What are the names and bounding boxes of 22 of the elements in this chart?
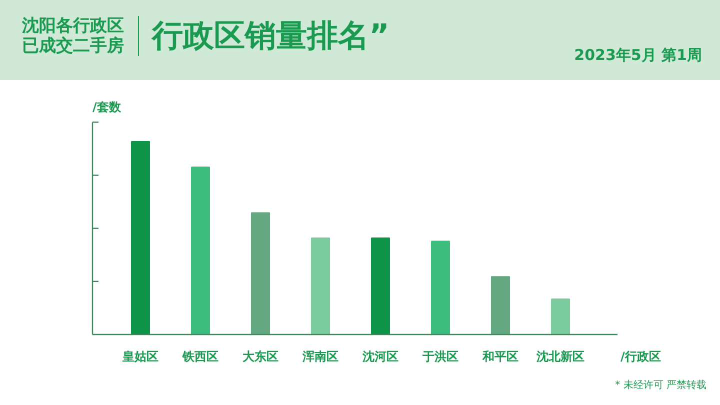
chart-subtitle: 沈阳各行政区已成交二手房 xyxy=(22,16,125,56)
x-tick-label: 铁西区 xyxy=(182,350,218,364)
x-tick-label: 和平区 xyxy=(482,350,518,364)
bar xyxy=(191,166,210,335)
bar xyxy=(551,298,570,335)
x-tick-label: 沈北新区 xyxy=(536,350,584,364)
x-tick-label: 皇姑区 xyxy=(122,350,158,364)
x-tick-label: 于洪区 xyxy=(422,350,458,364)
bar xyxy=(371,238,390,335)
x-tick-label: 浑南区 xyxy=(302,350,338,364)
bar xyxy=(311,238,330,335)
chart-title: 行政区销量排名” xyxy=(152,17,390,56)
y-axis-title: /套数 xyxy=(92,100,122,114)
bar xyxy=(251,212,270,335)
x-tick-label: 大东区 xyxy=(242,350,278,364)
bar xyxy=(131,141,150,335)
text: 2023年5月 第1周 xyxy=(574,45,702,66)
x-tick-label: 沈河区 xyxy=(362,350,398,364)
x-axis-title: /行政区 xyxy=(620,350,661,364)
bar xyxy=(431,240,450,335)
bar xyxy=(491,276,510,335)
text: * 未经许可 严禁转载 xyxy=(615,379,706,391)
